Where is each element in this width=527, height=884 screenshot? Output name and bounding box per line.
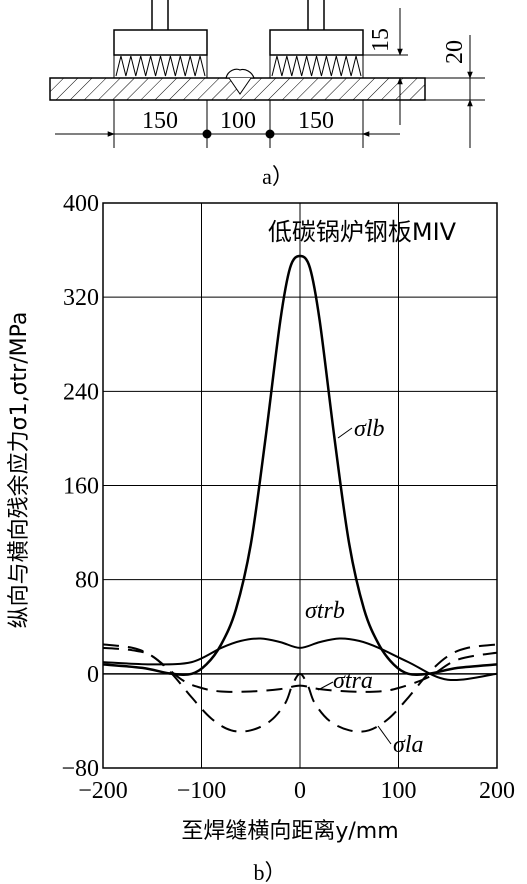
label-sigma-tra: σtra xyxy=(333,668,373,694)
label-sigma-lb: σlb xyxy=(354,416,385,442)
left-clamp xyxy=(113,0,208,78)
x-tick-label: −200 xyxy=(78,778,128,804)
label-sigma-la: σla xyxy=(393,732,424,758)
chart-grid xyxy=(103,203,497,768)
x-tick-label: 100 xyxy=(381,778,417,804)
left-spring xyxy=(115,55,206,77)
dimension-dot-right xyxy=(265,129,275,139)
y-axis-label: 纵向与横向残余应力σ1,σtr/MPa xyxy=(7,312,32,629)
right-clamp xyxy=(269,0,364,78)
weld-bead xyxy=(225,68,255,79)
residual-stress-chart: −200 −100 0 100 200 400 320 240 160 80 0 −80 低碳锅炉钢板… xyxy=(7,191,515,884)
x-tick-label: 0 xyxy=(294,778,306,804)
x-tick-label: −100 xyxy=(177,778,227,804)
dim-left-span: 150 xyxy=(142,108,178,134)
series-sigma-lb xyxy=(102,254,498,677)
leader-sigma-lb xyxy=(337,427,353,439)
y-tick-label: 80 xyxy=(75,568,99,594)
label-a: a） xyxy=(262,164,294,189)
dimension-dot-left xyxy=(202,129,212,139)
y-tick-label: 0 xyxy=(87,662,99,688)
label-sigma-trb: σtrb xyxy=(305,598,345,624)
dim-center-span: 100 xyxy=(220,108,256,134)
chart-series xyxy=(102,254,498,733)
weld-groove xyxy=(228,77,252,95)
y-tick-label: 400 xyxy=(63,191,99,217)
leader-sigma-la xyxy=(377,725,392,745)
y-tick-label: 240 xyxy=(63,379,99,405)
right-spring xyxy=(271,55,362,77)
dim-height-small: 15 xyxy=(368,28,394,52)
chart-title: 低碳锅炉钢板MIV xyxy=(268,218,457,246)
y-tick-label: −80 xyxy=(61,756,99,782)
dim-right-span: 150 xyxy=(298,108,334,134)
label-b: b） xyxy=(253,860,286,884)
dim-height-large: 20 xyxy=(442,40,468,64)
plot-frame xyxy=(102,202,498,769)
series-sigma-trb xyxy=(102,637,498,682)
leader-sigma-tra xyxy=(317,681,334,691)
chart-ticks: −200 −100 0 100 200 400 320 240 160 80 0 −80 xyxy=(61,191,515,804)
series-sigma-la xyxy=(102,643,498,733)
fixture-diagram: 150 100 150 15 20 a） xyxy=(49,0,485,189)
x-tick-label: 200 xyxy=(479,778,515,804)
y-tick-label: 160 xyxy=(63,474,99,500)
y-tick-label: 320 xyxy=(63,285,99,311)
x-axis-label: 至焊缝横向距离y/mm xyxy=(181,819,398,844)
